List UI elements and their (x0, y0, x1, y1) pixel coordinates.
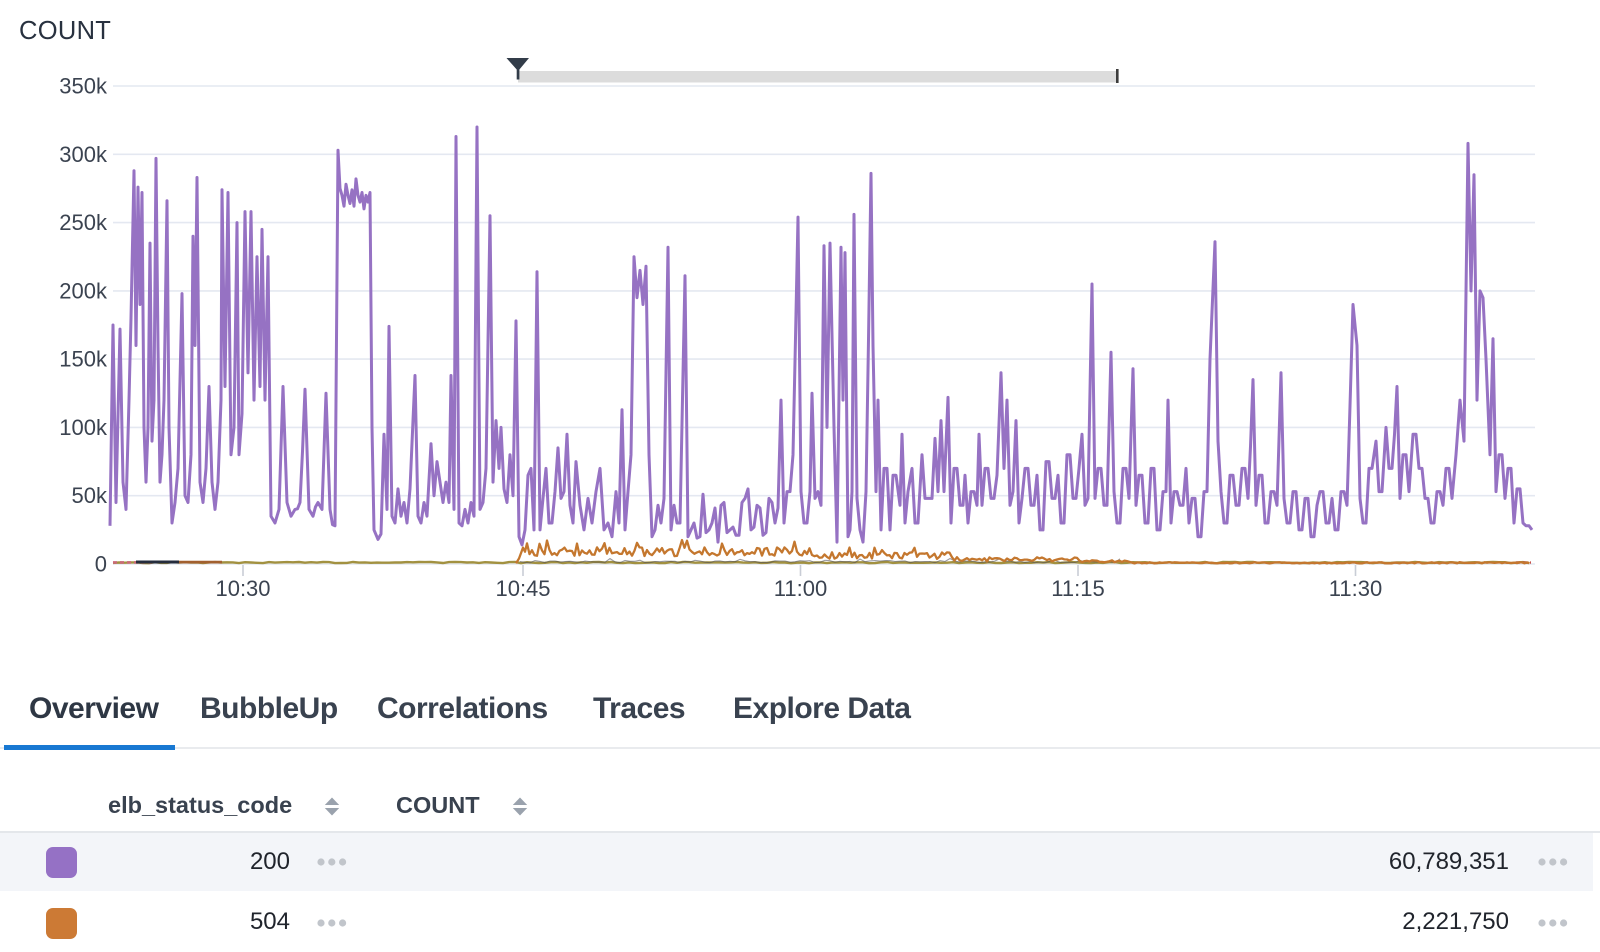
svg-text:100k: 100k (59, 415, 108, 440)
svg-text:350k: 350k (59, 74, 108, 99)
svg-text:11:30: 11:30 (1329, 576, 1382, 601)
svg-text:10:30: 10:30 (215, 576, 270, 601)
svg-text:0: 0 (95, 552, 107, 577)
svg-text:11:15: 11:15 (1051, 576, 1104, 601)
svg-text:10:45: 10:45 (495, 576, 550, 601)
svg-text:200k: 200k (59, 278, 108, 303)
svg-text:11:00: 11:00 (774, 576, 827, 601)
svg-text:250k: 250k (59, 210, 108, 235)
svg-text:300k: 300k (59, 142, 108, 167)
svg-text:50k: 50k (72, 483, 108, 508)
svg-text:150k: 150k (59, 347, 108, 372)
